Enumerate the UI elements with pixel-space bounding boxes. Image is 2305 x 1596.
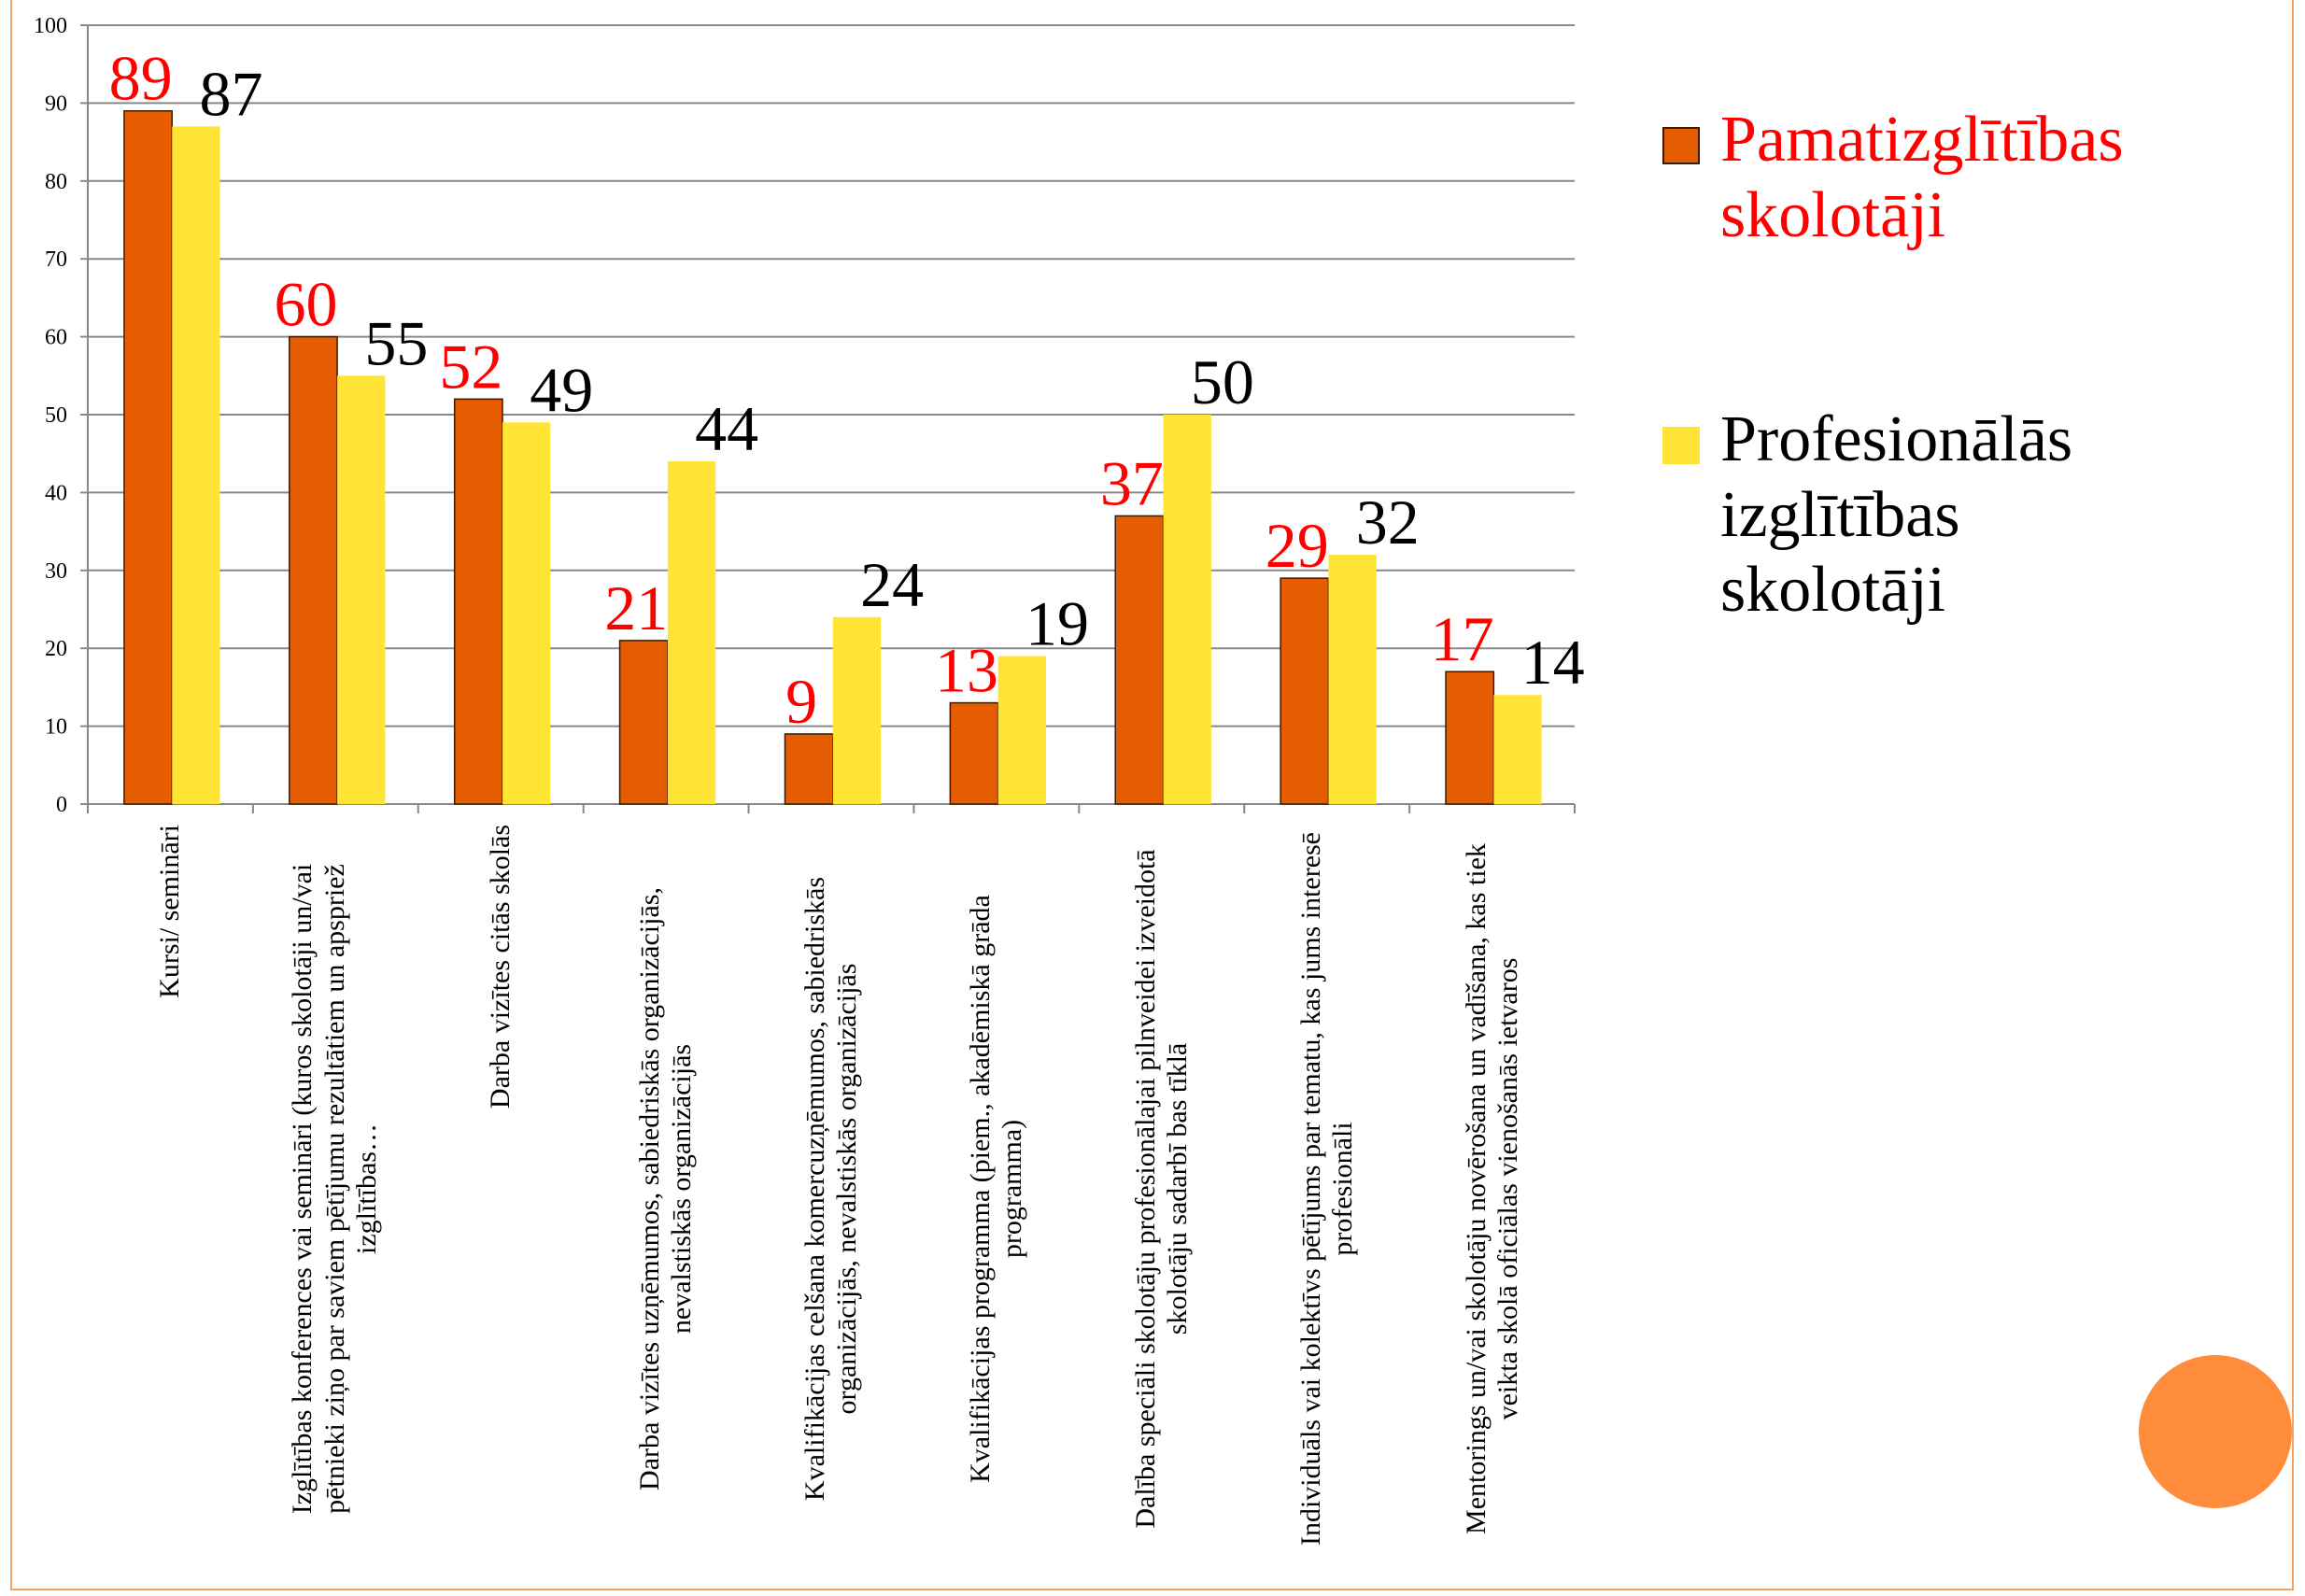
x-tick-label-box: Darba vizītes uzņēmumos, sabiedriskās or…	[601, 825, 731, 1581]
x-tick-label: Mentorings un/vai skolotāju novērošana u…	[1460, 843, 1523, 1534]
bar	[618, 640, 669, 805]
bar	[949, 701, 999, 805]
data-label: 13	[935, 635, 998, 706]
data-label: 17	[1431, 603, 1494, 674]
data-label: 52	[439, 331, 502, 402]
bar	[997, 656, 1046, 804]
y-tick-label: 90	[45, 92, 67, 116]
bar	[1280, 577, 1330, 805]
bar	[667, 461, 716, 804]
data-label: 60	[274, 269, 337, 340]
x-tick-label-box: Individuāls vai kolektīvs pētījums par t…	[1262, 825, 1393, 1581]
legend-swatch	[1662, 427, 1700, 464]
data-label: 87	[200, 58, 263, 129]
bar	[1445, 671, 1495, 805]
slide-frame	[10, 0, 2294, 1590]
x-tick-label: Kursi/ semināri	[154, 825, 186, 998]
y-tick-label: 50	[45, 403, 67, 428]
x-tick-label-box: Kursi/ semināri	[105, 825, 235, 1581]
bar	[453, 398, 503, 805]
y-tick-label: 10	[45, 715, 67, 740]
bar	[123, 109, 173, 805]
bar	[172, 126, 220, 805]
legend-item: Profesionālās izglītības skolotāji	[1662, 403, 2279, 629]
x-tick-label-box: Darba vizītes citās skolās	[435, 825, 566, 1581]
y-tick-label: 80	[45, 170, 67, 194]
x-tick-label: Izglītības konferences vai semināri (kur…	[287, 863, 383, 1515]
y-tick-label: 100	[34, 14, 67, 38]
decor-circle	[2139, 1355, 2292, 1508]
data-label: 24	[860, 549, 924, 620]
legend-label: Pamatizglītības skolotāji	[1720, 104, 2124, 251]
bar	[337, 375, 386, 804]
bar	[289, 335, 338, 805]
data-label: 19	[1025, 588, 1089, 659]
bar	[1493, 695, 1542, 804]
x-tick-label: Darba vizītes citās skolās	[484, 825, 516, 1109]
data-label: 89	[109, 43, 173, 114]
x-tick-label-box: Kvalifikācijas celšana komercuzņēmumos, …	[766, 825, 897, 1581]
data-label: 44	[695, 393, 758, 464]
y-tick-label: 40	[45, 481, 67, 505]
data-label: 14	[1521, 627, 1585, 698]
bar	[1163, 415, 1211, 804]
legend-label: Profesionālās izglītības skolotāji	[1720, 403, 2073, 626]
bar	[502, 422, 551, 804]
x-tick-label-box: Dalība speciāli skolotāju profesionālaja…	[1096, 825, 1227, 1581]
data-label: 32	[1356, 487, 1420, 558]
legend-item: Pamatizglītības skolotāji	[1662, 103, 2279, 253]
y-tick-label: 20	[45, 637, 67, 661]
data-label: 21	[604, 572, 668, 643]
x-tick-label-box: Izglītības konferences vai semināri (kur…	[270, 825, 401, 1581]
x-tick-label: Individuāls vai kolektīvs pētījums par t…	[1294, 831, 1358, 1547]
y-tick-label: 30	[45, 559, 67, 584]
y-tick-label: 60	[45, 326, 67, 350]
x-tick-label-box: Kvalifikācijas programma (piem., akadēmi…	[931, 825, 1062, 1581]
data-label: 50	[1191, 346, 1254, 417]
x-tick-label: Kvalifikācijas celšana komercuzņēmumos, …	[799, 876, 863, 1502]
data-label: 9	[785, 666, 817, 737]
y-tick-label: 70	[45, 247, 67, 272]
legend: Pamatizglītības skolotāji Profesionālās i…	[1662, 103, 2279, 778]
data-label: 29	[1266, 510, 1329, 581]
bar	[832, 616, 882, 804]
data-label: 37	[1100, 447, 1164, 518]
x-tick-label: Dalība speciāli skolotāju profesionālaja…	[1129, 849, 1193, 1529]
x-tick-label: Kvalifikācijas programma (piem., akadēmi…	[964, 895, 1027, 1483]
bar	[784, 733, 834, 805]
bar	[1114, 515, 1165, 805]
data-label: 55	[364, 307, 428, 378]
bar	[1328, 555, 1377, 804]
y-tick-label: 0	[56, 793, 67, 817]
x-tick-label-box: Mentorings un/vai skolotāju novērošana u…	[1427, 825, 1558, 1581]
data-label: 49	[530, 354, 593, 425]
x-tick-label: Darba vizītes uzņēmumos, sabiedriskās or…	[633, 887, 698, 1490]
legend-swatch	[1662, 127, 1700, 164]
